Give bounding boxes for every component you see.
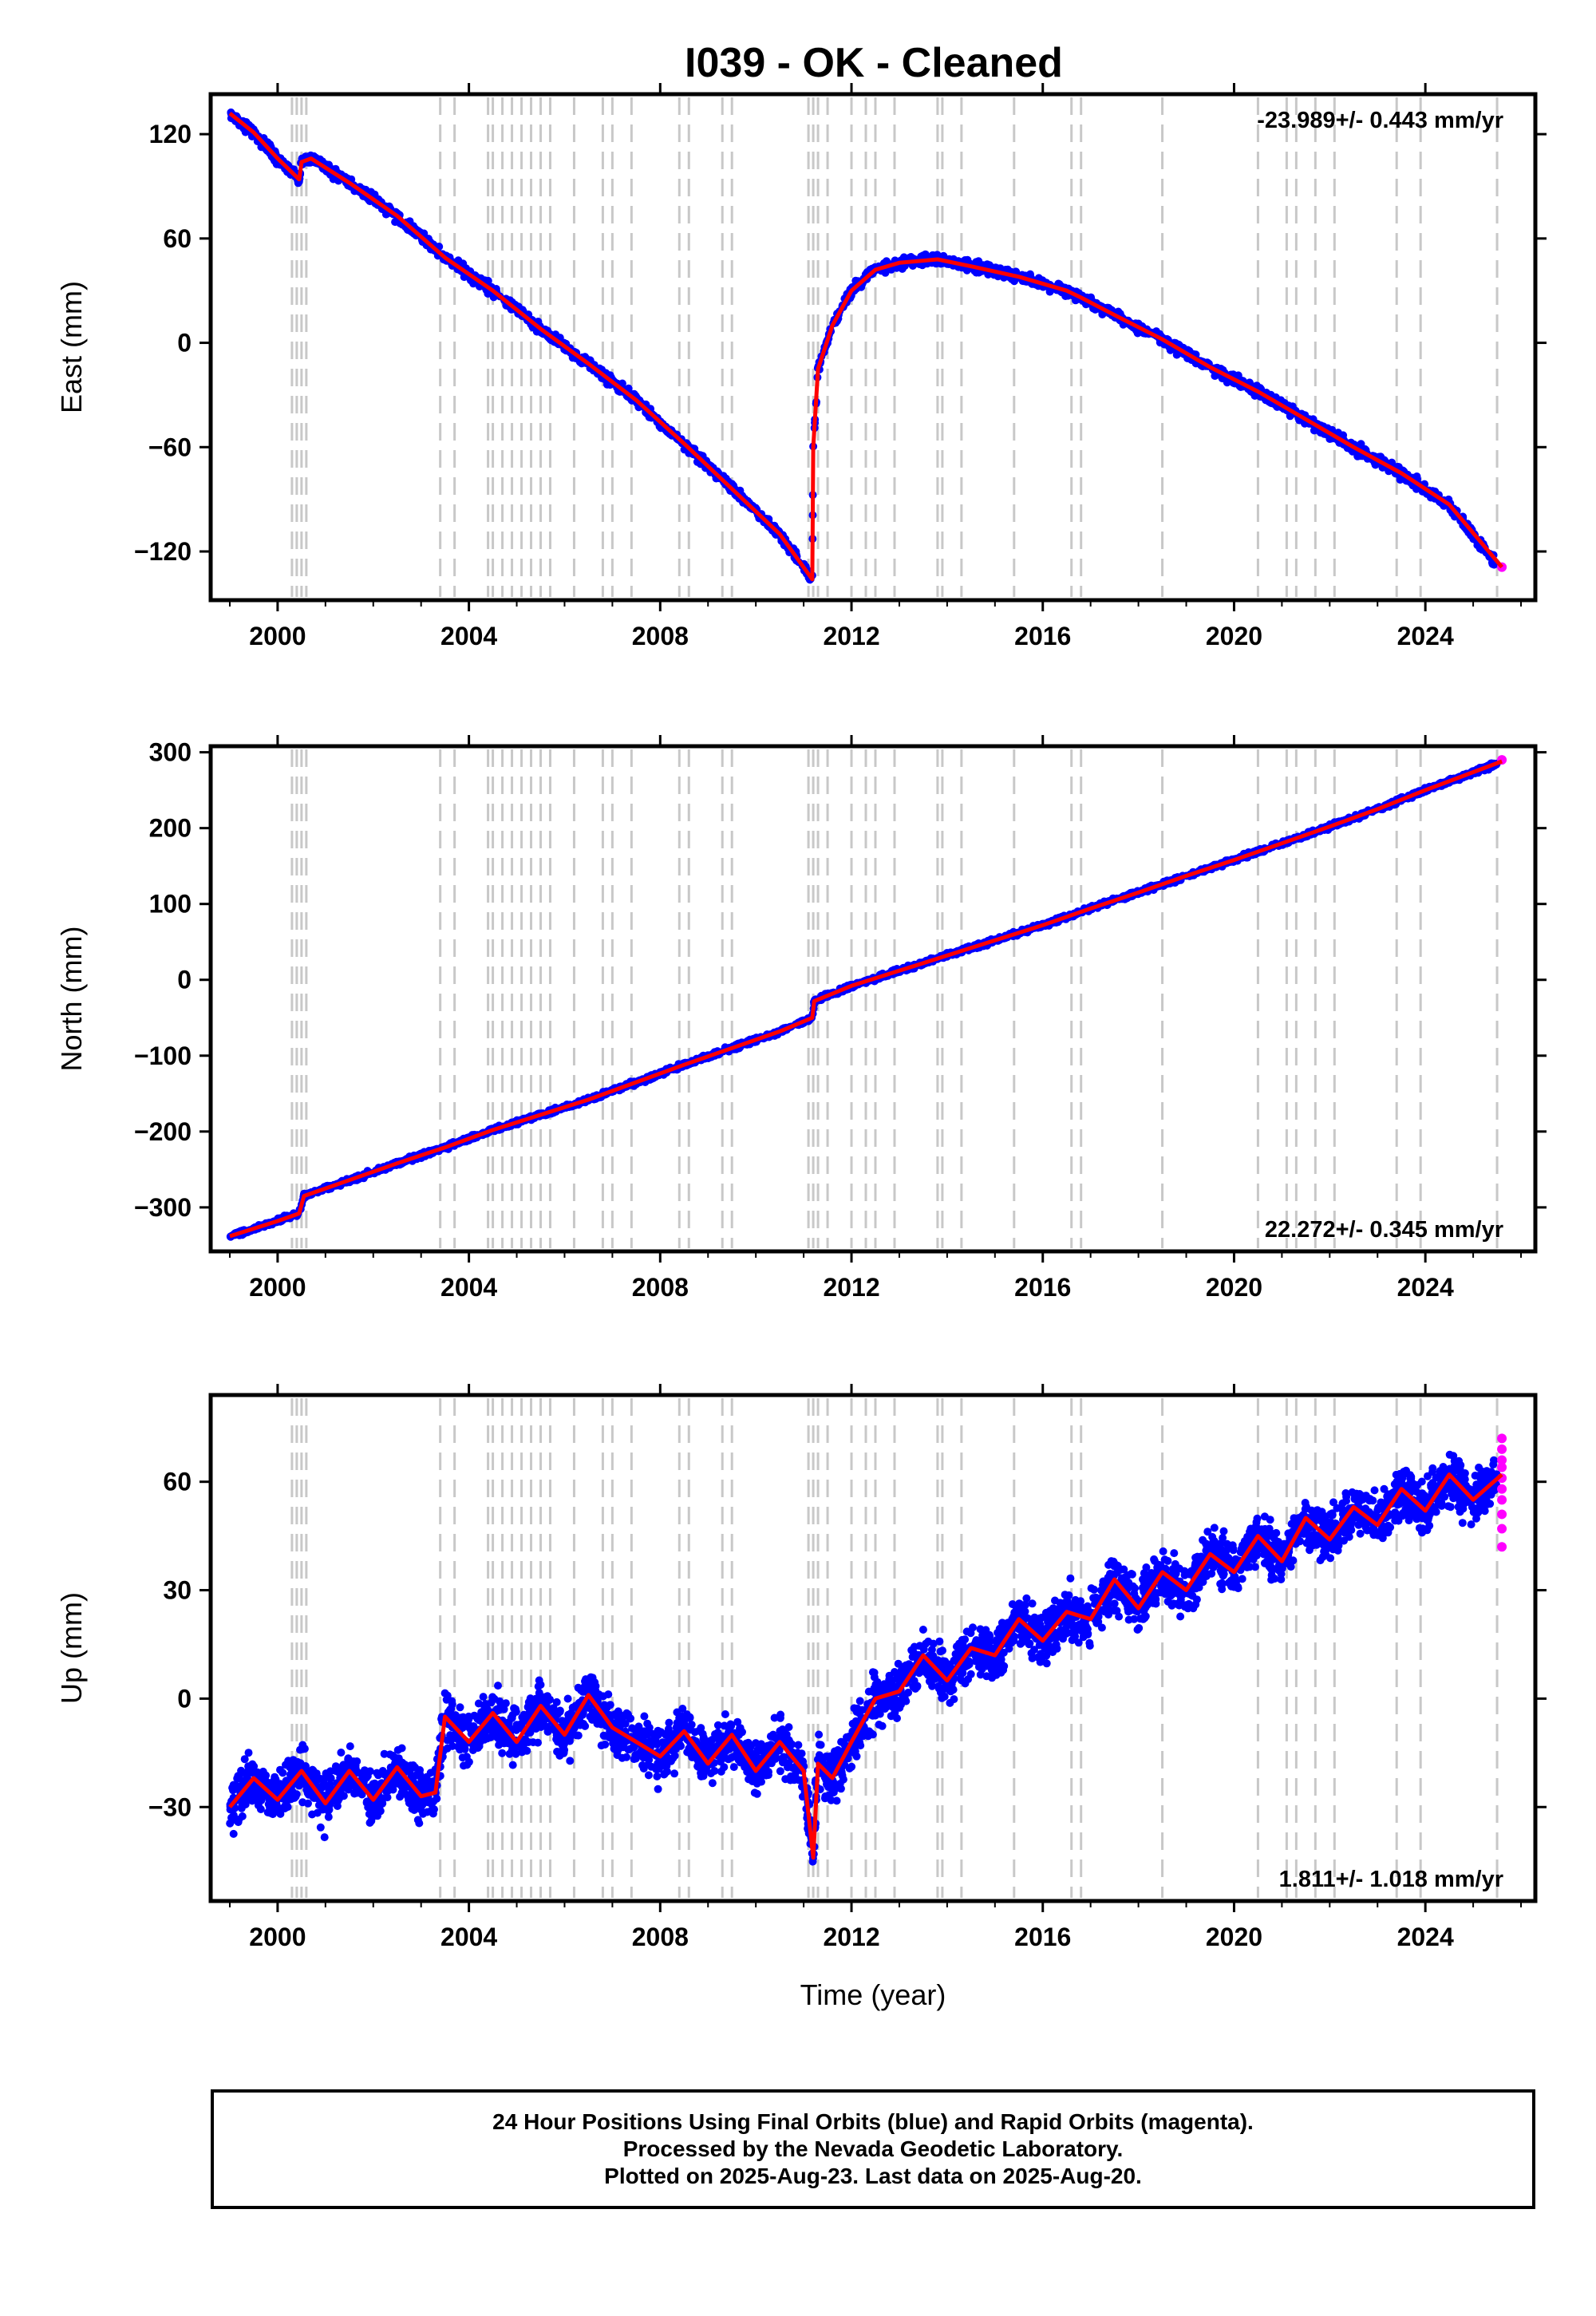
x-tick-label-1: 2004: [440, 1273, 497, 1302]
north-y-axis-label: North (mm): [55, 927, 88, 1072]
up-final-point: [259, 1792, 267, 1800]
east-final-point: [899, 264, 907, 273]
up-final-point: [370, 1807, 379, 1816]
up-final-point: [254, 1798, 263, 1807]
up-final-point: [380, 1749, 389, 1758]
x-tick-label-6: 2024: [1397, 622, 1454, 650]
y-tick-label-4: 100: [149, 890, 192, 919]
x-tick-label-6: 2024: [1397, 1273, 1454, 1302]
up-final-point: [320, 1833, 329, 1842]
up-final-point: [258, 1772, 267, 1780]
up-final-point: [360, 1766, 369, 1775]
y-tick-label-6: 300: [149, 738, 192, 767]
up-final-point: [251, 1789, 259, 1798]
up-final-point: [233, 1774, 242, 1783]
x-tick-label-4: 2016: [1014, 1273, 1071, 1302]
up-final-point: [229, 1829, 238, 1838]
north-rate-label: 22.272+/- 0.345 mm/yr: [1265, 1217, 1503, 1243]
up-final-point: [365, 1819, 374, 1827]
y-tick-label-1: −60: [148, 433, 192, 461]
up-final-point: [286, 1763, 294, 1772]
panels: 2000 2004 2008 2012 2016 2020 2024−120−6006012…: [55, 83, 1547, 2011]
up-final-point: [339, 1792, 348, 1800]
figure-title: I039 - OK - Cleaned: [685, 40, 1063, 86]
east-rate-label: -23.989+/- 0.443 mm/yr: [1257, 108, 1503, 133]
y-tick-label-4: 120: [149, 120, 192, 148]
x-tick-label-0: 2000: [249, 622, 306, 650]
x-tick-label-0: 2000: [249, 1273, 306, 1302]
up-final-point: [326, 1774, 335, 1783]
up-final-point: [316, 1823, 325, 1832]
y-tick-label-3: 0: [177, 966, 192, 994]
up-final-point: [285, 1790, 294, 1799]
y-tick-label-2: −100: [134, 1041, 192, 1070]
up-final-point: [302, 1785, 311, 1794]
x-tick-label-2: 2008: [632, 622, 689, 650]
up-final-point: [304, 1799, 312, 1808]
up-final-point: [308, 1810, 317, 1819]
up-final-point: [227, 1816, 236, 1824]
x-tick-label-3: 2012: [823, 1273, 879, 1302]
x-tick-label-1: 2004: [440, 622, 497, 650]
up-final-point: [300, 1745, 309, 1753]
y-tick-label-1: −200: [134, 1117, 192, 1146]
x-tick-label-5: 2020: [1206, 1273, 1262, 1302]
y-tick-label-5: 200: [149, 814, 192, 843]
up-final-point: [309, 1766, 318, 1775]
x-tick-label-3: 2012: [823, 622, 879, 650]
east-y-axis-label: East (mm): [55, 281, 88, 413]
up-final-point: [267, 1808, 275, 1816]
y-tick-label-0: −120: [134, 537, 192, 566]
up-final-points: [226, 1450, 1501, 1866]
panel-north: 2000 2004 2008 2012 2016 2020 2024−300−200−100…: [55, 735, 1547, 1302]
y-tick-label-0: −300: [134, 1193, 192, 1222]
up-final-point: [281, 1801, 290, 1810]
x-tick-label-5: 2020: [1206, 622, 1262, 650]
up-final-point: [274, 1806, 282, 1815]
up-final-point: [237, 1766, 246, 1775]
panel-east: 2000 2004 2008 2012 2016 2020 2024 −120 −60 0 60 12…: [55, 83, 1547, 650]
up-final-point: [240, 1755, 249, 1764]
x-tick-label-2: 2008: [632, 1273, 689, 1302]
east-plot-frame: [208, 92, 1538, 603]
east-final-point: [241, 128, 250, 136]
up-final-point: [238, 1812, 247, 1820]
y-tick-label-2: 0: [177, 329, 192, 358]
up-final-point: [324, 1812, 333, 1821]
up-final-point: [264, 1800, 273, 1808]
x-tick-label-4: 2016: [1014, 622, 1071, 650]
up-final-point: [337, 1749, 346, 1757]
up-final-point: [346, 1761, 354, 1769]
up-final-point: [334, 1796, 342, 1805]
east-final-points: [227, 108, 1500, 584]
up-final-point: [346, 1742, 354, 1751]
east-final-point: [484, 290, 492, 298]
y-tick-label-3: 60: [163, 224, 192, 253]
